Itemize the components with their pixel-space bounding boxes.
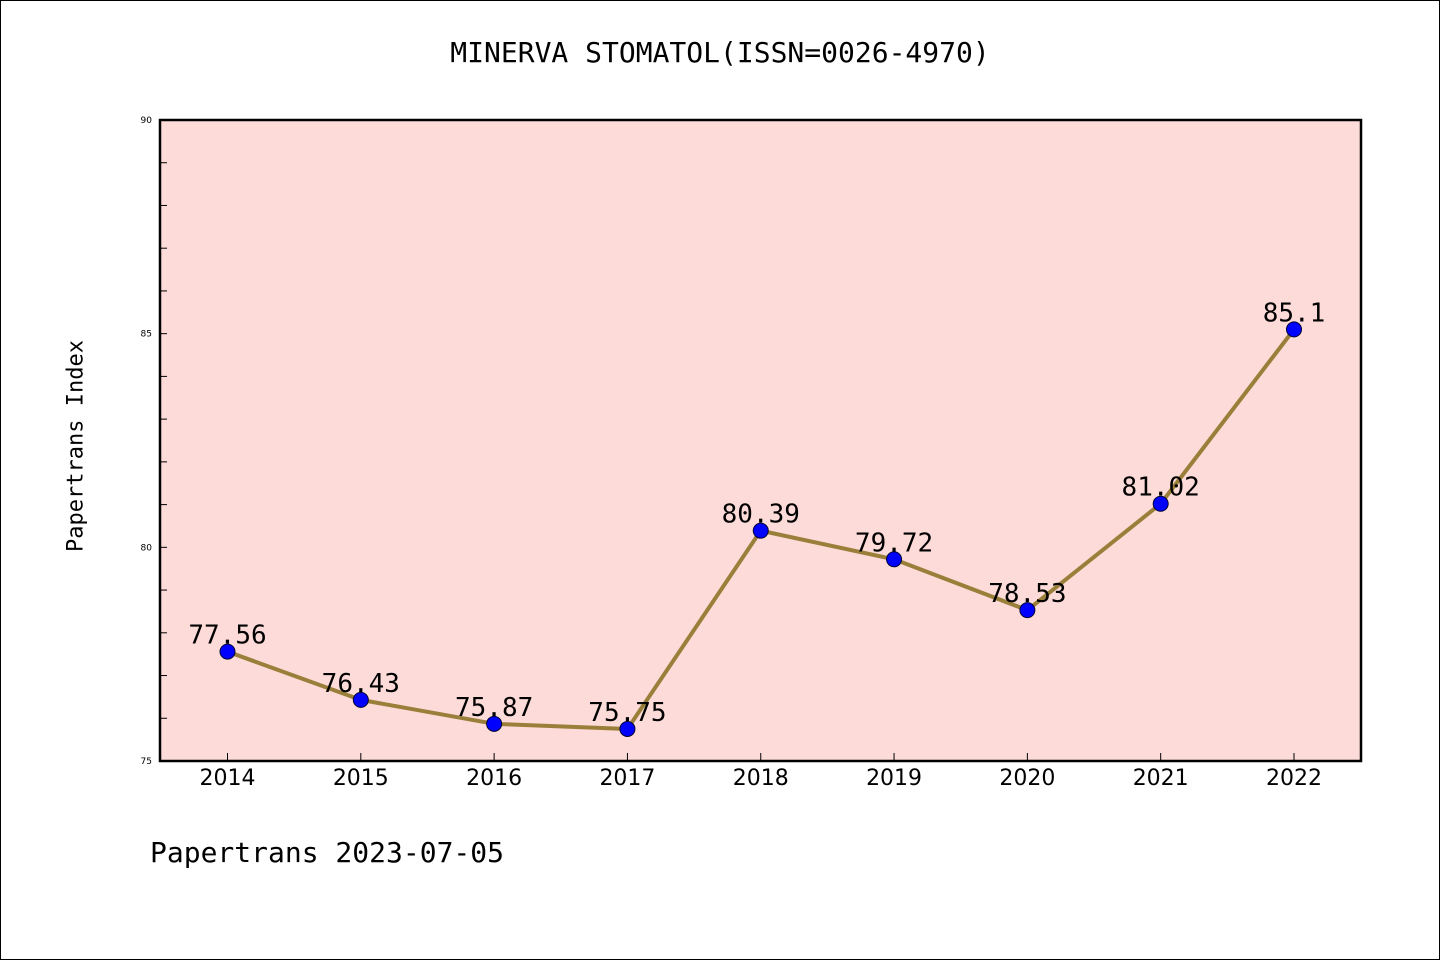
data-label: 77.56 — [188, 621, 266, 651]
data-point — [1152, 495, 1169, 512]
data-label: 80.39 — [722, 500, 800, 530]
x-tick-label: 2022 — [1266, 766, 1322, 791]
data-point — [486, 715, 503, 732]
data-point — [1286, 321, 1302, 338]
x-tick-label: 2014 — [200, 766, 256, 791]
data-point — [219, 643, 236, 660]
data-label: 78.53 — [988, 579, 1066, 609]
plot-border — [158, 118, 1363, 763]
x-tick-label: 2016 — [466, 766, 522, 791]
data-point — [752, 522, 769, 539]
data-label: 75.75 — [588, 698, 666, 728]
data-label: 79.72 — [855, 528, 933, 558]
data-point — [352, 691, 369, 708]
data-label: 75.87 — [455, 693, 533, 723]
x-tick-label: 2015 — [333, 766, 389, 791]
x-tick-label: 2020 — [999, 766, 1055, 791]
y-tick-label: 75 — [141, 757, 152, 767]
data-point — [619, 720, 636, 737]
chart-title: MINERVA STOMATOL(ISSN=0026-4970) — [450, 36, 990, 69]
x-tick-label: 2017 — [599, 766, 655, 791]
data-label: 81.02 — [1122, 473, 1200, 503]
y-tick-label: 80 — [141, 543, 153, 553]
x-tick-label: 2019 — [866, 766, 922, 791]
y-tick-label: 85 — [141, 330, 152, 340]
plot-area — [160, 120, 1361, 761]
x-tick-label: 2021 — [1133, 766, 1189, 791]
footer-credit: Papertrans 2023-07-05 — [150, 836, 505, 869]
x-tick-label: 2018 — [733, 766, 789, 791]
data-label: 85.1 — [1263, 298, 1326, 328]
data-point — [886, 551, 903, 568]
y-tick-label: 90 — [141, 116, 153, 126]
data-point — [1019, 602, 1036, 619]
data-label: 76.43 — [322, 669, 400, 699]
